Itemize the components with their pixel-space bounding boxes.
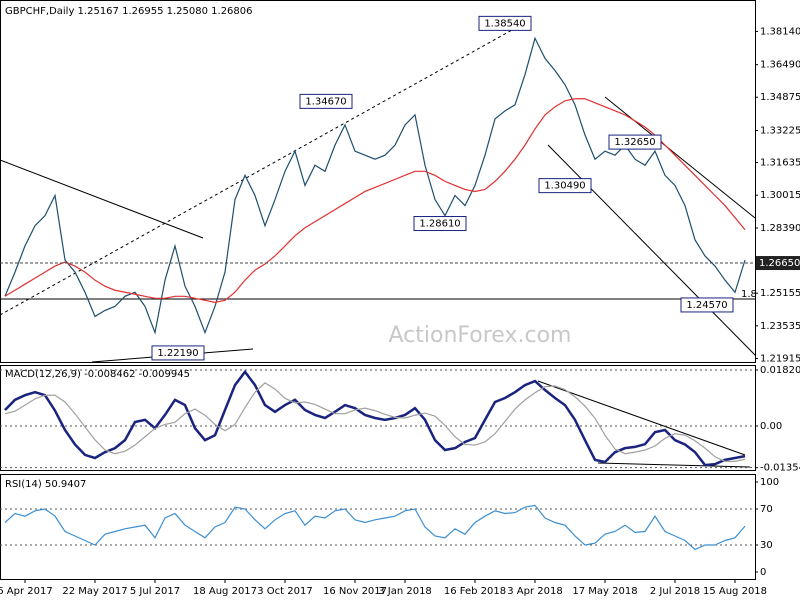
x-tick-label: 17 May 2018 — [572, 586, 637, 597]
price-label-box — [151, 345, 205, 361]
y-tick-label: 1.28390 — [760, 223, 800, 234]
price-label-box — [608, 134, 662, 150]
x-tick-label: 16 Nov 2017 — [323, 586, 387, 597]
y-tick-label: 1.33225 — [760, 125, 800, 136]
x-tick-label: 15 Aug 2018 — [703, 586, 767, 597]
series-line — [4, 382, 746, 462]
x-tick-label: 22 May 2017 — [62, 586, 127, 597]
price-label: 1.24570 — [686, 300, 727, 311]
price-label: 1.30490 — [544, 181, 585, 192]
x-tick-label: 3 Oct 2017 — [257, 586, 312, 597]
macd-trendline — [597, 462, 751, 468]
y-tick-label: 1.38140 — [760, 26, 800, 37]
x-tick-label: 3 Apr 2018 — [507, 586, 562, 597]
y-tick-label: 70 — [760, 504, 773, 515]
series-line — [4, 504, 746, 551]
x-tick-label: 16 Feb 2018 — [444, 586, 506, 597]
series-line — [4, 98, 746, 303]
price-pane — [0, 0, 756, 363]
price-label-box — [299, 93, 353, 109]
y-tick-label: 1.34875 — [760, 92, 800, 103]
price-label-box — [478, 15, 532, 31]
rsi-pane — [0, 474, 756, 580]
price-label-box — [680, 297, 734, 313]
last-price-box — [756, 256, 800, 271]
y-tick-label: 0.018204 — [760, 365, 800, 376]
macd-trendline — [537, 380, 746, 456]
series-line — [4, 369, 746, 467]
y-tick-label: 1.30015 — [760, 190, 800, 201]
y-tick-label: 1.31635 — [760, 158, 800, 169]
macd-pane — [0, 365, 756, 471]
y-tick-label: 1.25155 — [760, 288, 800, 299]
last-price-label: 1.26650 — [759, 258, 800, 269]
y-tick-label: -0.013543 — [760, 463, 800, 474]
macd-title: MACD(12,26,9) -0.008462 -0.009945 — [5, 369, 190, 380]
channel-line — [547, 144, 756, 356]
trendline — [0, 159, 204, 239]
y-tick-label: 30 — [760, 540, 773, 551]
trendline — [0, 19, 531, 316]
price-label: 1.38540 — [484, 18, 525, 29]
rsi-title: RSI(14) 50.9407 — [5, 479, 86, 490]
y-tick-label: 1.23535 — [760, 321, 800, 332]
x-tick-label: 6 Apr 2017 — [0, 586, 53, 597]
x-tick-label: 18 Aug 2017 — [193, 586, 257, 597]
price-label-box — [413, 216, 467, 232]
clipped-label: 1.8 — [741, 289, 757, 300]
price-label: 1.32650 — [614, 137, 655, 148]
price-label: 1.28610 — [419, 219, 460, 230]
price-label: 1.34670 — [305, 96, 346, 107]
x-tick-label: 5 Jul 2017 — [130, 586, 180, 597]
channel-line — [604, 96, 756, 219]
price-label-box — [538, 178, 592, 194]
y-tick-label: 1.36490 — [760, 60, 800, 71]
series-line — [4, 36, 746, 335]
price-title: GBPCHF,Daily 1.25167 1.26955 1.25080 1.2… — [5, 6, 253, 17]
x-tick-label: 2 Jul 2018 — [650, 586, 700, 597]
y-tick-label: 100 — [760, 477, 779, 488]
x-tick-label: 3 Jan 2018 — [378, 586, 432, 597]
y-tick-label: 1.21915 — [760, 353, 800, 364]
price-label: 1.22190 — [157, 348, 198, 359]
y-tick-label: 0.00 — [760, 421, 782, 432]
y-tick-label: 0 — [760, 567, 766, 578]
watermark: ActionForex.com — [389, 323, 572, 348]
